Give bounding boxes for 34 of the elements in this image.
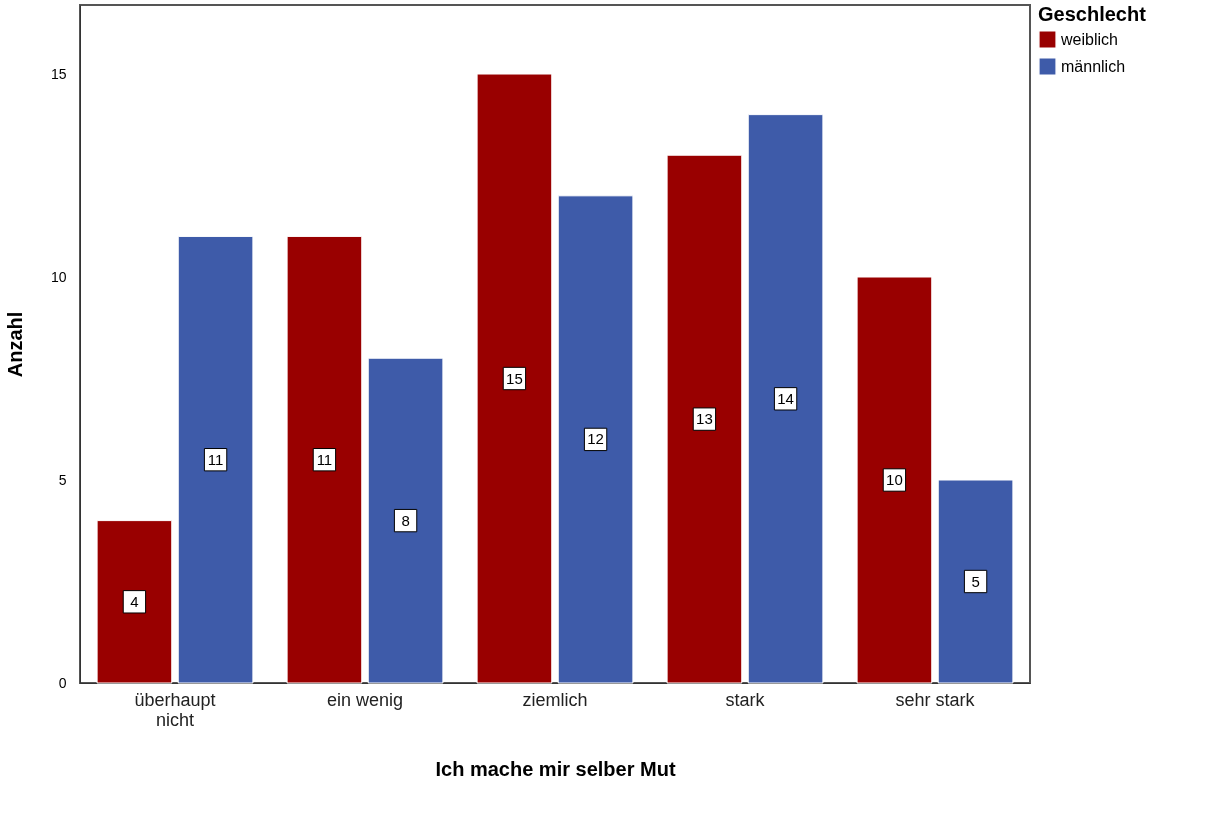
data-label: 11 [207, 450, 224, 468]
legend-label: weiblich [1060, 30, 1118, 48]
bar [666, 154, 743, 684]
bar [747, 114, 824, 684]
x-tick-label: ein wenig [326, 689, 404, 710]
data-label: 10 [886, 471, 903, 489]
x-tick-label: ziemlich [522, 689, 588, 710]
bar [856, 276, 933, 684]
data-label: 11 [316, 450, 333, 468]
data-label: 13 [696, 410, 713, 428]
y-tick-label: 0 [58, 674, 67, 691]
bar [286, 235, 363, 684]
y-tick-label: 15 [50, 65, 67, 82]
legend-title: Geschlecht [1038, 3, 1147, 25]
data-label: 12 [587, 430, 604, 448]
bar [367, 357, 444, 684]
bar [96, 520, 173, 684]
data-label: 4 [130, 592, 139, 610]
data-label: 15 [506, 369, 523, 387]
bar [937, 479, 1014, 684]
x-tick-label: stark [725, 689, 766, 710]
y-tick-label: 5 [58, 471, 67, 488]
y-tick-label: 10 [50, 268, 67, 285]
bar [557, 195, 634, 684]
legend-label: männlich [1061, 57, 1126, 75]
data-label: 14 [777, 389, 794, 407]
x-axis-title: Ich mache mir selber Mut [435, 757, 676, 780]
data-label: 5 [971, 572, 980, 590]
x-tick-label: überhaupt nicht [134, 689, 216, 730]
y-axis-title: Anzahl [3, 311, 26, 378]
bar [476, 73, 553, 684]
x-tick-label: sehr stark [895, 689, 976, 710]
data-label: 8 [401, 511, 410, 529]
bar [177, 235, 254, 684]
